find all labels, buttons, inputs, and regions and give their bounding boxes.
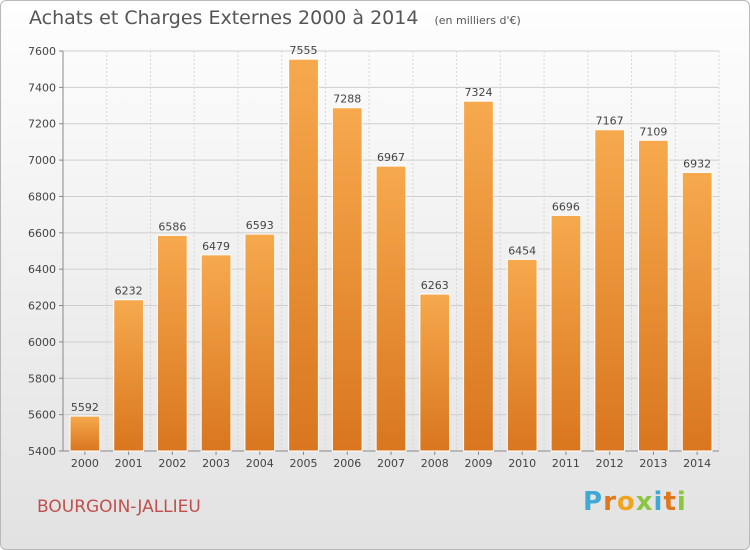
bar-2005: [288, 58, 319, 452]
y-tick-label: 7600: [28, 45, 56, 58]
x-tick-label-2013: 2013: [639, 457, 667, 470]
data-label-2004: 6593: [246, 219, 274, 232]
bar-2008: [419, 293, 451, 452]
data-label-2005: 7555: [290, 44, 318, 57]
logo-letter: x: [635, 487, 654, 517]
chart-title: Achats et Charges Externes 2000 à 2014 (…: [29, 7, 521, 29]
bar-2003: [200, 254, 232, 452]
data-label-2001: 6232: [115, 285, 143, 298]
x-tick-label-2008: 2008: [421, 457, 449, 470]
bar-2011: [550, 214, 582, 452]
y-tick-label: 6600: [28, 227, 56, 240]
data-label-2006: 7288: [333, 93, 361, 106]
x-tick-label-2006: 2006: [333, 457, 361, 470]
y-tick-label: 7200: [28, 118, 56, 131]
proxiti-logo: Proxiti: [583, 487, 687, 517]
x-tick-label-2003: 2003: [202, 457, 230, 470]
bar-2010: [506, 258, 538, 452]
logo-letter: i: [676, 487, 687, 517]
x-tick-label-2004: 2004: [246, 457, 274, 470]
bar-2000: [69, 415, 101, 452]
x-tick-label-2011: 2011: [552, 457, 580, 470]
bar-2013: [638, 139, 669, 452]
bar-2001: [113, 299, 144, 452]
unit-label: (en milliers d'€): [434, 14, 521, 27]
bar-2002: [156, 234, 188, 452]
y-tick-label: 6000: [28, 336, 56, 349]
x-tick-label-2012: 2012: [596, 457, 624, 470]
city-name: BOURGOIN-JALLIEU: [37, 497, 201, 517]
data-label-2009: 7324: [464, 86, 492, 99]
bar-2007: [375, 165, 407, 452]
data-label-2008: 6263: [421, 279, 449, 292]
data-label-2012: 7167: [596, 115, 624, 128]
data-label-2000: 5592: [71, 401, 99, 414]
x-tick-label-2014: 2014: [683, 457, 711, 470]
logo-letter: i: [653, 487, 664, 517]
y-tick-label: 5600: [28, 409, 56, 422]
logo-letter: P: [583, 487, 604, 517]
x-tick-label-2010: 2010: [508, 457, 536, 470]
data-label-2013: 7109: [639, 125, 667, 138]
x-tick-label-2000: 2000: [71, 457, 99, 470]
y-tick-label: 6200: [28, 300, 56, 313]
y-tick-label: 7400: [28, 81, 56, 94]
data-label-2011: 6696: [552, 200, 580, 213]
x-tick-label-2007: 2007: [377, 457, 405, 470]
y-tick-label: 5800: [28, 372, 56, 385]
bar-2009: [463, 100, 494, 452]
data-label-2003: 6479: [202, 240, 230, 253]
y-tick-label: 7000: [28, 154, 56, 167]
bars: [69, 58, 713, 452]
bar-2004: [244, 233, 276, 452]
y-tick-label: 6400: [28, 263, 56, 276]
data-label-2010: 6454: [508, 244, 536, 257]
data-labels: 5592 6232 6586 6479 6593 7555 7288 6967 6263 7324…: [71, 44, 711, 414]
bar-2012: [594, 129, 626, 452]
x-tick-label-2009: 2009: [464, 457, 492, 470]
logo-letter: r: [603, 487, 617, 517]
data-label-2002: 6586: [158, 220, 186, 233]
x-tick-label-2001: 2001: [115, 457, 143, 470]
y-tick-label: 6800: [28, 190, 56, 203]
bar-2014: [681, 171, 713, 452]
y-tick-label: 5400: [28, 445, 56, 458]
x-tick-label-2002: 2002: [158, 457, 186, 470]
title-text: Achats et Charges Externes 2000 à 2014: [29, 7, 419, 29]
logo-letter: t: [663, 487, 677, 517]
x-tick-label-2005: 2005: [290, 457, 318, 470]
data-label-2014: 6932: [683, 157, 711, 170]
bar-2006: [331, 107, 363, 452]
data-label-2007: 6967: [377, 151, 405, 164]
logo-letter: o: [616, 487, 636, 517]
